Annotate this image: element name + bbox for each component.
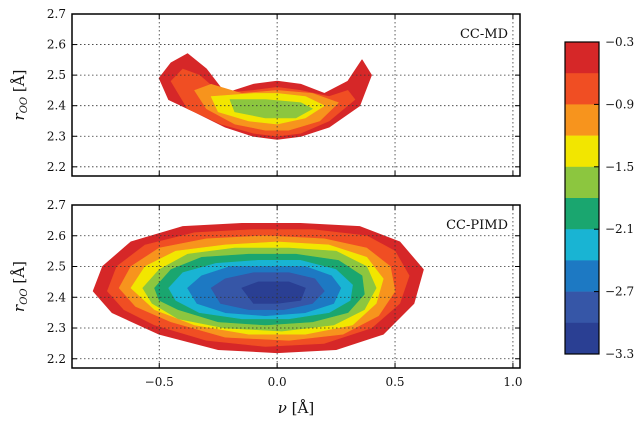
colorbar-tick-label: −2.7 [605,285,634,299]
panel-cc-md: 2.2 2.3 2.4 2.5 2.6 2.7 CC-MD rOO [Å] [10,7,521,177]
x-tick-label: 1.0 [503,375,522,389]
colorbar-segment [565,166,599,199]
panel-cc-pimd: 2.2 2.3 2.4 2.5 2.6 2.7 CC-PIMD rOO [Å] [10,198,521,369]
y-tick-label: 2.4 [47,99,66,113]
colorbar-segment [565,198,599,230]
y-tick-label: 2.3 [47,321,66,335]
colorbar-segment [565,260,599,292]
panel-label: CC-PIMD [446,218,508,233]
colorbar-frame [564,41,600,355]
x-tick-label: −0.5 [145,375,174,389]
axes-frame [71,13,521,177]
x-axis-label: ν [Å] [278,399,314,417]
colorbar-segment [565,73,599,105]
colorbar-segment [565,104,599,136]
panel-label: CC-MD [460,27,508,42]
colorbar-segment [565,291,599,324]
colorbar-tick-label: −2.1 [605,222,634,236]
colorbar: −0.3 −0.9 −1.5 −2.1 −2.7 −3.3 [564,35,634,361]
y-tick-label: 2.5 [47,68,66,82]
colorbar-tick-label: −1.5 [605,160,634,174]
colorbar-segment [565,42,599,74]
colorbar-segment [565,229,599,261]
y-tick-label: 2.5 [47,260,66,274]
colorbar-tick-label: −0.3 [605,35,634,49]
x-tick-label: 0.5 [385,375,404,389]
y-tick-label: 2.4 [47,290,66,304]
x-tick-label: 0.0 [268,375,287,389]
y-axis-label: rOO [Å] [10,70,30,121]
y-tick-label: 2.3 [47,129,66,143]
y-tick-label: 2.6 [47,229,66,243]
y-axis-label: rOO [Å] [10,261,30,312]
y-tick-label: 2.7 [47,7,66,21]
colorbar-tick-label: −0.9 [605,97,634,111]
y-tick-label: 2.6 [47,38,66,52]
contour-level [241,281,306,304]
y-tick-label: 2.2 [47,352,66,366]
colorbar-tick-label: −3.3 [605,347,634,361]
axes-frame [71,204,521,369]
y-tick-label: 2.7 [47,198,66,212]
colorbar-segment [565,322,599,355]
y-tick-label: 2.2 [47,160,66,174]
colorbar-segment [565,135,599,168]
contour-level [229,99,313,119]
